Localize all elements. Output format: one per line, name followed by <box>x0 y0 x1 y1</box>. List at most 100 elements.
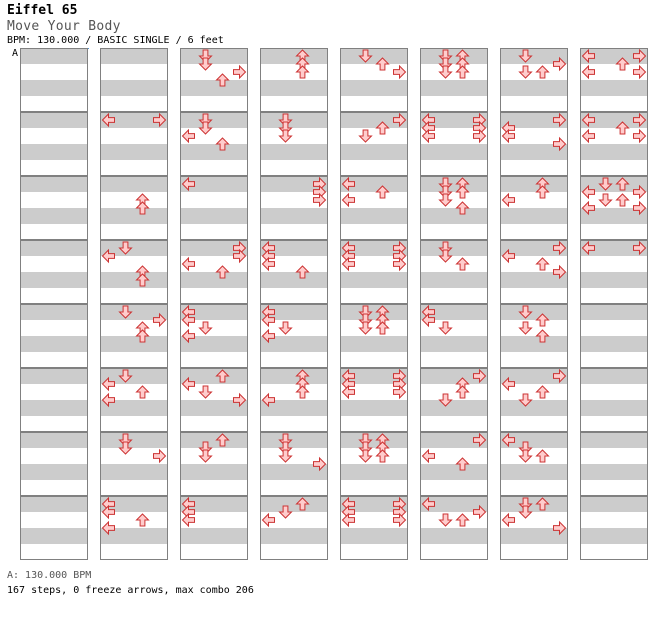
measure-border <box>340 240 408 304</box>
beat-stripe <box>500 208 568 224</box>
arrow-left-icon <box>261 512 275 528</box>
beat-stripe <box>20 256 88 272</box>
measure-border <box>420 240 488 304</box>
beat-stripe <box>20 112 88 128</box>
beat-stripe <box>100 512 168 528</box>
beat-stripe <box>580 208 648 224</box>
measure <box>420 432 488 496</box>
arrow-down-icon <box>518 393 533 407</box>
arrow-left-icon <box>181 328 195 344</box>
beat-stripe <box>20 208 88 224</box>
beat-stripe <box>500 128 568 144</box>
beat-stripe <box>100 272 168 288</box>
arrow-up-icon <box>375 449 390 463</box>
arrow-right-icon <box>393 512 407 528</box>
arrow-left-icon <box>341 192 355 208</box>
measure <box>340 304 408 368</box>
beat-stripe <box>340 272 408 288</box>
beat-stripe <box>180 272 248 288</box>
measure-border <box>420 48 488 112</box>
beat-stripe <box>340 208 408 224</box>
arrow-down-icon <box>198 121 213 135</box>
beat-stripe <box>580 240 648 256</box>
beat-stripe <box>580 400 648 416</box>
arrow-up-icon <box>535 329 550 343</box>
beat-stripe <box>420 336 488 352</box>
arrow-up-icon <box>455 385 470 399</box>
arrow-down-icon <box>438 49 453 63</box>
beat-stripe <box>340 352 408 368</box>
measure <box>180 240 248 304</box>
arrow-up-icon <box>535 257 550 271</box>
measure <box>20 112 88 176</box>
beat-stripe <box>260 48 328 64</box>
beat-stripe <box>100 64 168 80</box>
beat-stripe <box>20 176 88 192</box>
measure <box>580 112 648 176</box>
beat-stripe <box>100 528 168 544</box>
measure <box>420 368 488 432</box>
beat-stripe <box>420 464 488 480</box>
beat-stripe <box>500 160 568 176</box>
beat-stripe <box>260 160 328 176</box>
beat-stripe <box>260 272 328 288</box>
measure-border <box>580 432 648 496</box>
beat-stripe <box>20 352 88 368</box>
measure-border <box>340 368 408 432</box>
arrow-down-icon <box>518 449 533 463</box>
beat-stripe <box>20 80 88 96</box>
measure-border <box>340 432 408 496</box>
measure-border <box>500 48 568 112</box>
arrow-right-icon <box>313 192 327 208</box>
measure-border <box>20 48 88 112</box>
arrow-up-icon <box>295 65 310 79</box>
chart-column <box>260 48 328 560</box>
measure <box>420 496 488 560</box>
arrow-down-icon <box>438 513 453 527</box>
beat-stripe <box>500 336 568 352</box>
measure <box>20 368 88 432</box>
beat-stripe <box>420 192 488 208</box>
arrow-left-icon <box>341 256 355 272</box>
beat-stripe <box>20 448 88 464</box>
beat-stripe <box>580 528 648 544</box>
beat-stripe <box>340 320 408 336</box>
measure <box>340 368 408 432</box>
beat-stripe <box>500 432 568 448</box>
beat-stripe <box>420 480 488 496</box>
beat-stripe <box>180 432 248 448</box>
beat-stripe <box>340 112 408 128</box>
measure <box>340 112 408 176</box>
beat-stripe <box>260 96 328 112</box>
beat-stripe <box>180 448 248 464</box>
beat-stripe <box>100 128 168 144</box>
measure <box>260 496 328 560</box>
arrow-down-icon <box>278 441 293 455</box>
arrow-left-icon <box>181 312 195 328</box>
beat-stripe <box>260 80 328 96</box>
arrow-up-icon <box>455 513 470 527</box>
chart-column <box>420 48 488 560</box>
arrow-right-icon <box>553 264 567 280</box>
measure <box>180 48 248 112</box>
arrow-down-icon <box>438 321 453 335</box>
beat-stripe <box>580 64 648 80</box>
beat-stripe <box>100 176 168 192</box>
arrow-down-icon <box>438 193 453 207</box>
measure <box>580 176 648 240</box>
arrow-left-icon <box>501 192 515 208</box>
measure-border <box>180 496 248 560</box>
beat-stripe <box>20 416 88 432</box>
beat-stripe <box>420 48 488 64</box>
beat-stripe <box>180 80 248 96</box>
arrow-down-icon <box>518 65 533 79</box>
beat-stripe <box>420 96 488 112</box>
measure <box>100 240 168 304</box>
arrow-up-icon <box>535 385 550 399</box>
arrow-left-icon <box>261 256 275 272</box>
beat-stripe <box>500 48 568 64</box>
beat-stripe <box>500 80 568 96</box>
arrow-up-icon <box>615 193 630 207</box>
measure-border <box>500 368 568 432</box>
beat-stripe <box>420 256 488 272</box>
